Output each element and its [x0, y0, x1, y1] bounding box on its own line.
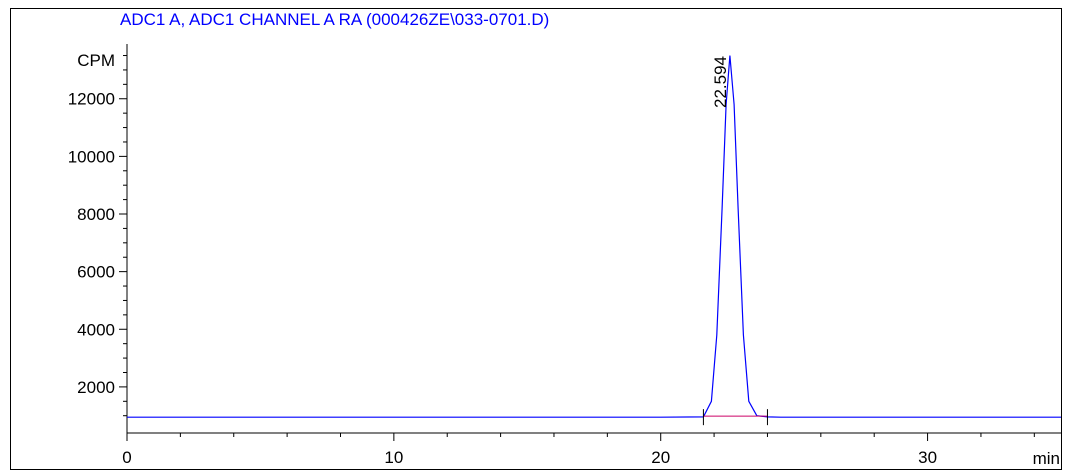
peak-labels: 22.594 — [711, 56, 730, 108]
y-tick-label: 4000 — [77, 320, 115, 339]
x-tick-label: 30 — [918, 448, 937, 467]
y-tick-label: 2000 — [77, 378, 115, 397]
chart-title: ADC1 A, ADC1 CHANNEL A RA (000426ZE\033-… — [120, 10, 550, 29]
peak-label: 22.594 — [711, 56, 730, 108]
x-axis-label: min — [1033, 449, 1060, 468]
x-tick-label: 0 — [122, 448, 131, 467]
y-tick-label: 12000 — [68, 90, 115, 109]
y-axis-label: CPM — [77, 51, 115, 70]
y-tick-label: 8000 — [77, 205, 115, 224]
y-tick-label: 10000 — [68, 147, 115, 166]
chart-frame — [10, 8, 1062, 470]
axes — [126, 44, 1061, 434]
x-ticks: 0 10 20 30 — [122, 433, 1035, 467]
x-tick-label: 10 — [384, 448, 403, 467]
y-tick-label: 6000 — [77, 263, 115, 282]
y-ticks: 2000 4000 6000 8000 10000 12000 — [68, 55, 127, 417]
signal-trace — [127, 55, 1061, 418]
x-tick-label: 20 — [651, 448, 670, 467]
series-layer — [127, 55, 1061, 426]
